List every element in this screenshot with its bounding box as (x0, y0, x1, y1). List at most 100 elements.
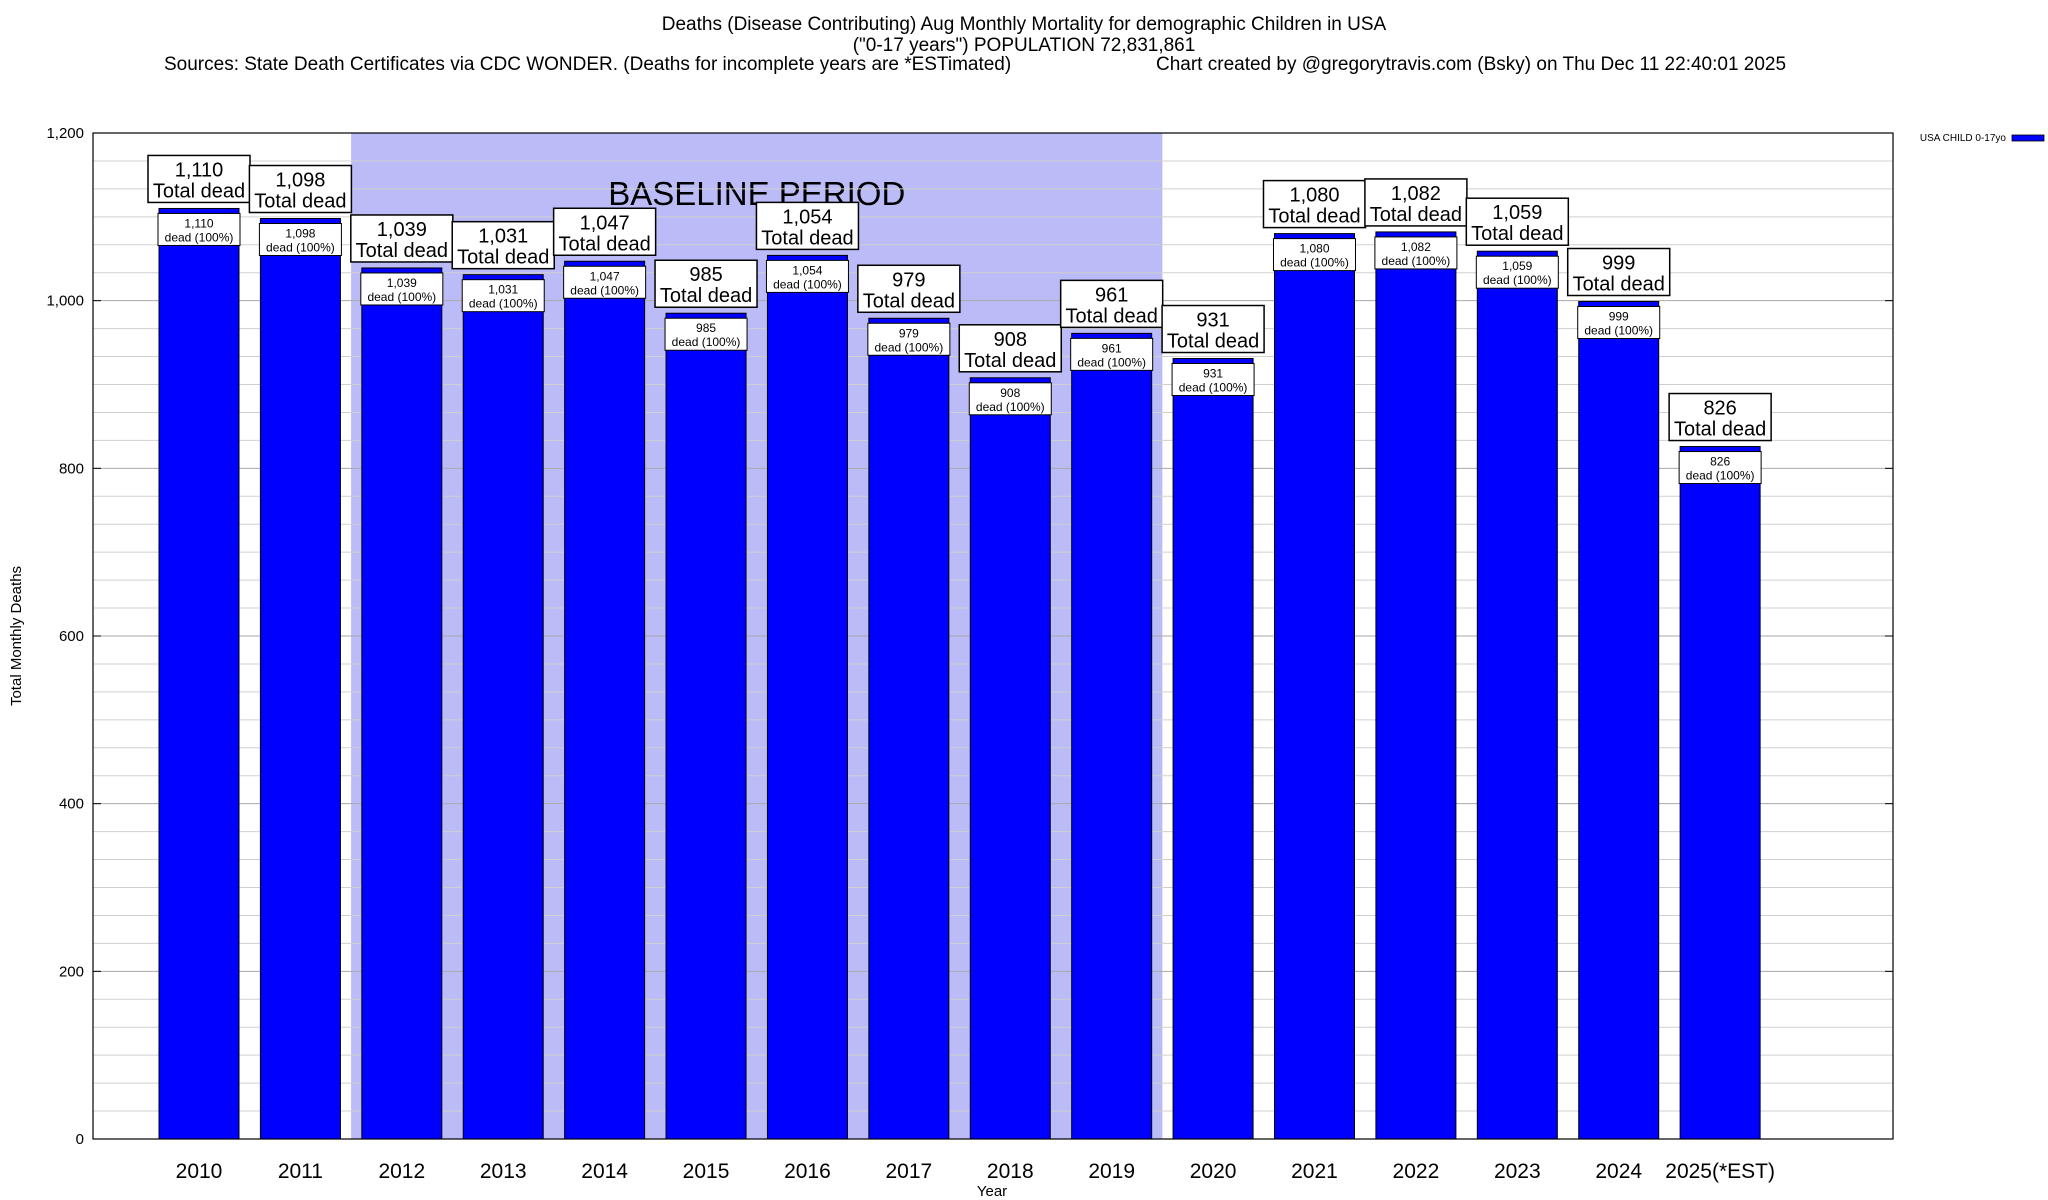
top-label-value: 985 (689, 264, 722, 286)
top-label-value: 999 (1602, 253, 1635, 275)
top-label-text: Total dead (1370, 204, 1462, 226)
inner-label-text: dead (100%) (266, 241, 335, 255)
inner-label-value: 931 (1203, 367, 1223, 381)
inner-label-value: 1,059 (1502, 259, 1532, 273)
top-label-text: Total dead (153, 180, 245, 202)
top-label-box (1059, 279, 1164, 329)
inner-label-value: 1,098 (285, 227, 315, 241)
y-tick-label: 1,200 (46, 125, 84, 142)
inner-label-text: dead (100%) (672, 335, 741, 349)
x-tick-label: 2019 (1088, 1160, 1135, 1183)
inner-label-value: 1,054 (792, 263, 822, 277)
x-tick-label: 2012 (378, 1160, 425, 1183)
y-tick-label: 400 (59, 796, 84, 813)
chart-subtitle: ("0-17 years") POPULATION 72,831,861 (852, 35, 1196, 56)
x-tick-label: 2016 (784, 1160, 831, 1183)
top-label-value: 1,039 (377, 219, 427, 241)
bar-2025(*EST) (1679, 446, 1761, 1140)
inner-label-box (867, 322, 951, 356)
inner-label-text: dead (100%) (1483, 273, 1552, 287)
top-label-text: Total dead (457, 247, 549, 269)
bar-2023 (1476, 250, 1558, 1140)
top-label-box (1465, 197, 1570, 246)
inner-label-text: dead (100%) (1382, 254, 1451, 268)
inner-label-text: dead (100%) (1686, 469, 1755, 483)
top-label-box (857, 264, 961, 314)
top-label-box (248, 164, 353, 214)
inner-label-text: dead (100%) (1077, 355, 1146, 369)
inner-label-text: dead (100%) (976, 400, 1045, 414)
x-tick-label: 2023 (1494, 1160, 1541, 1183)
inner-label-box (1577, 306, 1661, 340)
top-label-text: Total dead (1066, 305, 1158, 327)
inner-label-value: 1,110 (184, 216, 213, 230)
top-label-value: 1,110 (175, 159, 224, 181)
bar-2024 (1578, 301, 1660, 1140)
top-label-box (1566, 247, 1671, 297)
bar-2021 (1273, 233, 1355, 1140)
inner-label-value: 1,080 (1299, 242, 1329, 256)
x-tick-label: 2020 (1190, 1160, 1237, 1183)
top-label-value: 826 (1703, 398, 1736, 420)
bar-2018 (969, 377, 1051, 1140)
top-label-box (1161, 304, 1265, 354)
inner-label-value: 999 (1609, 310, 1629, 324)
x-axis-title: Year (977, 1183, 1007, 1200)
y-tick-label: 1,000 (46, 293, 84, 310)
inner-label-box (563, 265, 647, 299)
top-label-box (552, 207, 657, 257)
y-tick-label: 600 (59, 628, 84, 645)
top-label-box (1364, 178, 1468, 227)
x-tick-label: 2010 (176, 1160, 223, 1183)
x-tick-label: 2025(*EST) (1665, 1160, 1775, 1183)
bar-2010 (158, 207, 240, 1140)
top-label-text: Total dead (558, 233, 650, 255)
bar-2015 (665, 312, 747, 1140)
top-label-value: 1,054 (782, 206, 832, 228)
top-label-value: 1,080 (1289, 185, 1339, 207)
top-label-value: 1,031 (478, 226, 528, 248)
inner-label-value: 1,031 (488, 283, 518, 297)
inner-label-box (1678, 451, 1762, 485)
x-tick-label: 2011 (278, 1160, 323, 1183)
inner-label-value: 1,047 (590, 269, 620, 283)
inner-label-box (157, 212, 241, 246)
legend-label: USA CHILD 0-17yo (1920, 133, 2007, 144)
inner-label-text: dead (100%) (165, 230, 234, 244)
y-axis-title: Total Monthly Deaths (8, 566, 25, 706)
top-label-box (755, 201, 860, 251)
top-label-text: Total dead (1167, 331, 1259, 353)
inner-label-box (664, 317, 748, 351)
top-label-box (958, 324, 1063, 373)
top-label-text: Total dead (1471, 223, 1563, 245)
top-label-box (451, 220, 555, 270)
top-label-box (147, 154, 251, 204)
x-tick-label: 2015 (683, 1160, 730, 1183)
top-label-text: Total dead (964, 350, 1056, 372)
inner-label-value: 979 (899, 326, 919, 340)
inner-label-value: 961 (1102, 341, 1122, 355)
bar-2017 (868, 317, 950, 1140)
inner-label-box (1070, 337, 1154, 371)
x-tick-label: 2014 (581, 1160, 628, 1183)
legend-swatch (2011, 134, 2045, 142)
bar-2019 (1071, 332, 1153, 1140)
bar-2014 (564, 260, 646, 1140)
x-tick-label: 2021 (1291, 1160, 1338, 1183)
bar-2016 (766, 254, 848, 1140)
chart-sources: Sources: State Death Certificates via CD… (164, 54, 1012, 75)
inner-label-box (1171, 363, 1255, 397)
top-label-text: Total dead (660, 285, 752, 307)
top-label-text: Total dead (1674, 419, 1766, 441)
bar-2011 (259, 218, 341, 1140)
top-label-text: Total dead (1268, 206, 1360, 228)
inner-label-text: dead (100%) (1179, 381, 1248, 395)
inner-label-value: 1,082 (1401, 240, 1431, 254)
top-label-value: 908 (994, 329, 1027, 351)
y-tick-label: 0 (76, 1131, 84, 1148)
inner-label-box (461, 279, 545, 313)
top-label-value: 1,098 (275, 170, 325, 192)
inner-label-box (765, 259, 849, 293)
inner-label-box (1475, 255, 1559, 289)
